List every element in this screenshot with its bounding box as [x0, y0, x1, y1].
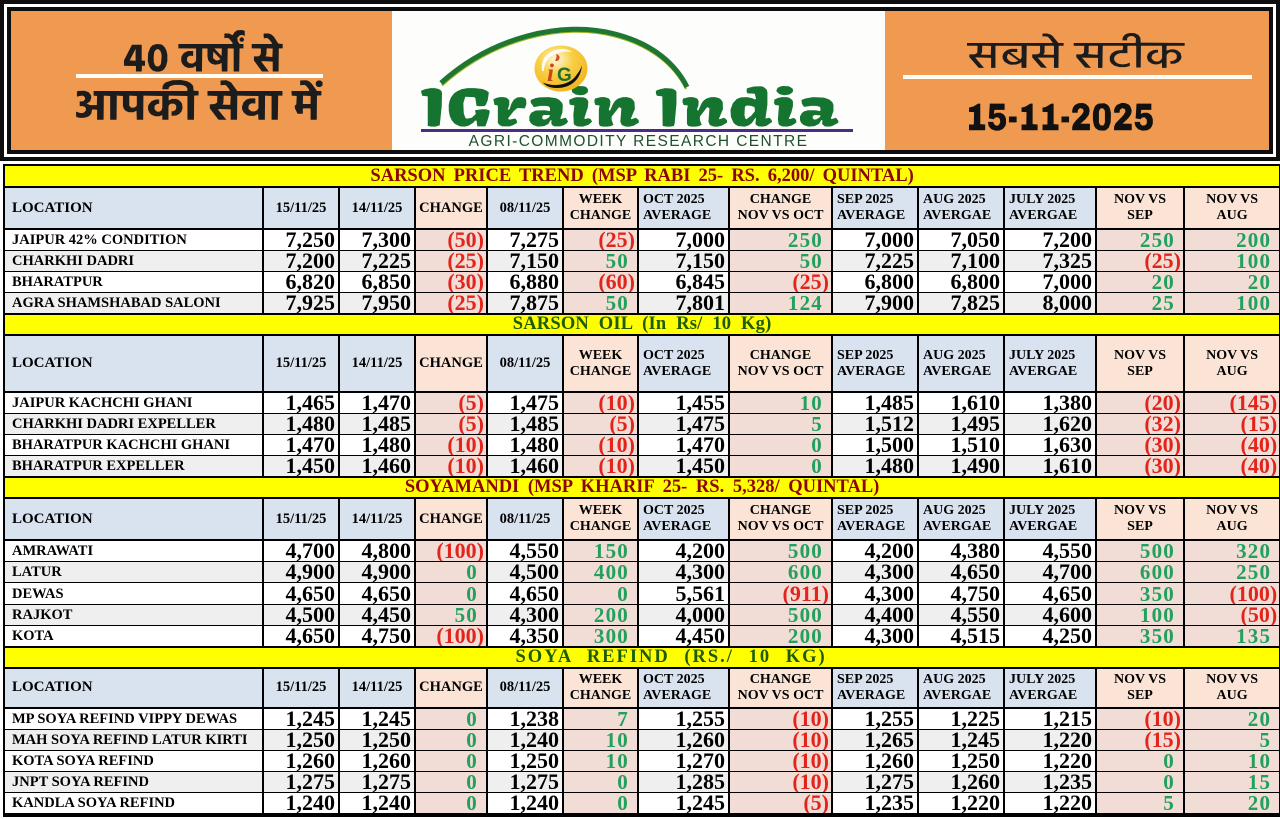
svg-text:G: G [557, 65, 572, 86]
svg-text:i: i [547, 60, 554, 87]
